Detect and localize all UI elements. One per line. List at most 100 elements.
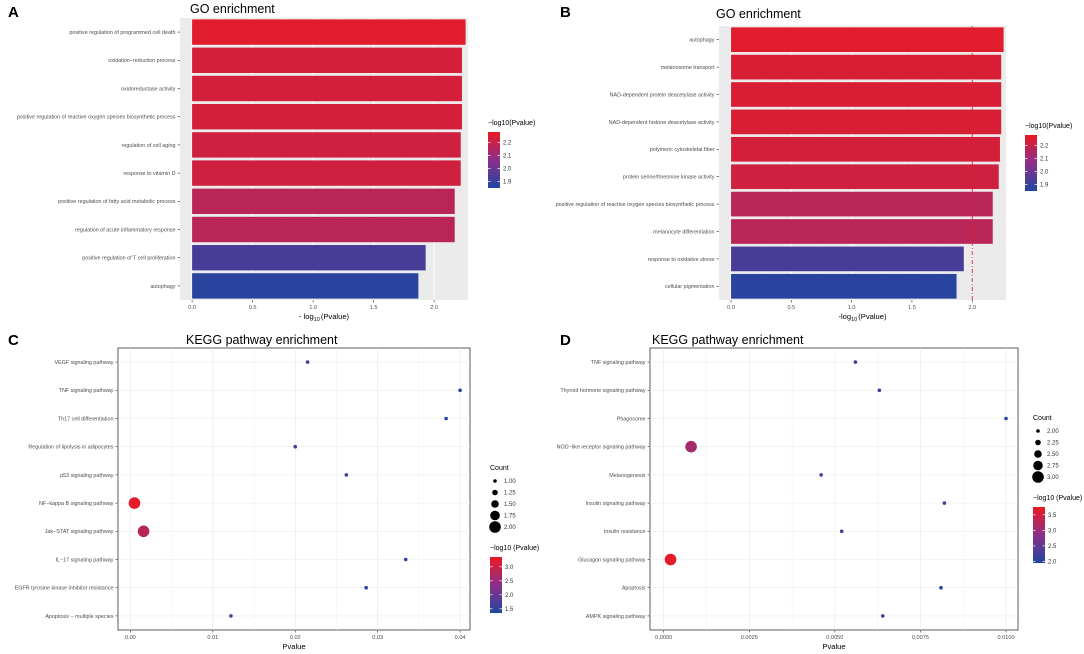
- x-tick-label: 0.5: [249, 305, 257, 311]
- x-tick-label: 0.0025: [741, 635, 758, 641]
- colorbar-tick-label: 2.2: [503, 140, 512, 146]
- chart-title: KEGG pathway enrichment: [186, 333, 338, 347]
- x-axis-title: - log10(Pvalue): [299, 312, 350, 323]
- y-tick-label: oxidation−reduction process: [108, 58, 176, 64]
- y-tick-label: IL−17 signaling pathway: [56, 557, 114, 563]
- point: [664, 553, 677, 566]
- x-axis-title-subscript: 10: [314, 317, 320, 323]
- point: [839, 529, 844, 534]
- y-tick-label: regulation of acute inflammatory respons…: [75, 227, 175, 233]
- y-tick-label: protein serine/threonine kinase activity: [623, 175, 715, 181]
- x-tick-label: 0.0050: [826, 635, 843, 641]
- y-tick-label: positive regulation of reactive oxygen s…: [17, 115, 176, 121]
- point: [137, 525, 150, 538]
- point: [877, 388, 882, 393]
- x-axis-title-rest: (Pvalue): [321, 312, 350, 321]
- x-axis-title-main: -log: [838, 312, 851, 321]
- x-tick-label: 2.0: [430, 305, 438, 311]
- point: [853, 360, 858, 364]
- colorbar-tick-label: 2.0: [1048, 559, 1057, 565]
- colorbar-tick-label: 2.2: [1040, 143, 1049, 149]
- point: [344, 473, 349, 477]
- x-axis-title-main: - log: [299, 312, 314, 321]
- y-tick-label: AMPK signaling pathway: [586, 614, 646, 620]
- y-tick-label: oxidoreductase activity: [121, 86, 176, 92]
- bar: [192, 47, 462, 73]
- y-tick-label: p53 signaling pathway: [60, 473, 114, 479]
- y-tick-label: NOD−like receptor signaling pathway: [557, 445, 646, 451]
- x-tick-label: 0.0: [188, 305, 196, 311]
- x-tick-label: 1.0: [309, 305, 317, 311]
- colorbar-tick-label: 3.5: [1048, 513, 1057, 519]
- bar: [192, 216, 455, 243]
- colorbar: [1033, 507, 1045, 563]
- x-tick-label: 0.0075: [912, 635, 929, 641]
- y-tick-label: Regulation of lipolysis in adipocytes: [28, 445, 113, 451]
- y-tick-label: autophagy: [689, 38, 714, 44]
- size-legend-label: 1.25: [504, 491, 516, 497]
- panel-letter: C: [8, 332, 19, 349]
- size-legend-key: [492, 489, 498, 496]
- size-legend-key: [1032, 471, 1044, 483]
- colorbar-tick-label: 1.5: [505, 607, 514, 613]
- point: [1004, 416, 1008, 421]
- y-tick-label: polymeric cytoskeletal fiber: [650, 147, 715, 153]
- chart-title: GO enrichment: [190, 2, 275, 16]
- chart-title: KEGG pathway enrichment: [652, 333, 804, 347]
- size-legend-key: [1035, 439, 1041, 446]
- x-axis-title: Pvalue: [282, 642, 305, 651]
- bar: [192, 104, 462, 130]
- x-tick-label: 1.0: [848, 305, 856, 311]
- y-tick-label: Apoptosis − multiple species: [45, 614, 113, 620]
- size-legend-key: [1034, 450, 1042, 458]
- colorbar-tick-label: 2.0: [505, 593, 514, 599]
- bar: [192, 273, 419, 299]
- point: [819, 473, 823, 477]
- y-tick-label: TNF signaling pathway: [591, 360, 646, 366]
- bar: [731, 109, 1002, 135]
- colorbar-tick-label: 1.9: [503, 179, 512, 185]
- point: [685, 440, 697, 453]
- plot-background: [117, 347, 471, 631]
- colorbar-tick-label: 2.0: [1040, 169, 1049, 175]
- size-legend-key: [493, 479, 497, 483]
- size-legend-key: [1033, 460, 1043, 471]
- size-legend-key: [1036, 429, 1040, 433]
- panel-d: D KEGG pathway enrichment TNF signaling pa…: [557, 332, 1083, 651]
- point: [942, 501, 947, 505]
- point: [403, 557, 408, 562]
- bar: [192, 160, 461, 186]
- bar: [192, 188, 455, 214]
- point: [939, 585, 943, 590]
- x-tick-label: 0.0100: [997, 635, 1014, 641]
- size-legend-title: Count: [490, 465, 509, 472]
- panel-letter: D: [560, 332, 571, 349]
- y-tick-label: positive regulation of T cell proliferat…: [82, 256, 175, 262]
- y-tick-label: NAD-dependent histone deacetylase activi…: [609, 120, 715, 126]
- x-tick-label: 0.03: [372, 635, 383, 641]
- size-legend-key: [489, 521, 501, 533]
- y-tick-label: cellular pigmentation: [665, 284, 714, 290]
- x-axis-title-rest: (Pvalue): [858, 312, 887, 321]
- colorbar-tick-label: 2.0: [503, 166, 512, 172]
- size-legend-label: 2.25: [1047, 441, 1059, 447]
- y-tick-label: regulation of cell aging: [122, 143, 176, 149]
- y-tick-label: NF−kappa B signaling pathway: [39, 501, 114, 507]
- panel-letter: B: [560, 4, 571, 21]
- x-axis-title-subscript: 10: [851, 317, 857, 323]
- x-tick-label: 1.5: [370, 305, 378, 311]
- bar: [192, 245, 426, 271]
- bar: [192, 75, 462, 102]
- bar: [731, 82, 1002, 107]
- y-tick-label: Th17 cell differentiation: [58, 416, 114, 422]
- legend-title: −log10 (Pvalue): [1033, 495, 1082, 502]
- colorbar-tick-label: 2.5: [505, 579, 514, 585]
- x-tick-label: 0.0: [727, 305, 735, 311]
- size-legend-label: 2.00: [1047, 429, 1059, 435]
- size-legend-key: [491, 500, 499, 508]
- colorbar: [1025, 135, 1037, 191]
- colorbar-tick-label: 3.0: [505, 565, 514, 571]
- legend-title: −log10 (Pvalue): [490, 545, 539, 552]
- chart-title: GO enrichment: [716, 7, 801, 21]
